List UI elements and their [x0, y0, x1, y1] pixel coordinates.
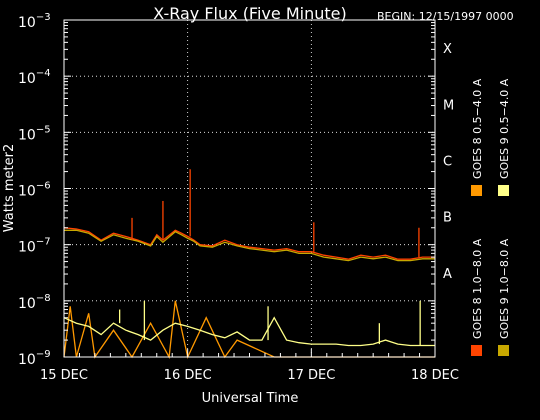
- legend-swatch: [471, 345, 482, 356]
- y-tick-label: 10−3: [18, 12, 51, 31]
- flare-class-label: B: [443, 211, 452, 226]
- series-line: [63, 316, 435, 347]
- y-axis-label: Watts meter2: [2, 144, 17, 232]
- legend-swatch: [498, 185, 509, 196]
- x-axis-label: Universal Time: [202, 391, 299, 406]
- plot-frame: [63, 19, 436, 358]
- chart-title: X-Ray Flux (Five Minute): [153, 4, 346, 23]
- legend-swatch: [498, 345, 509, 356]
- legend-label: GOES 8 0.5−4.0 A: [471, 78, 484, 179]
- x-tick-label: 15 DEC: [40, 368, 88, 383]
- begin-label: BEGIN: 12/15/1997 0000: [377, 10, 514, 23]
- y-tick-label: 10−5: [18, 124, 51, 143]
- flare-class-label: C: [443, 154, 452, 169]
- axes: 10−3 10−4 10−5 10−6 10−7 10−8 10−915 DEC 16 DEC…: [18, 12, 459, 383]
- x-tick-label: 17 DEC: [287, 368, 335, 383]
- series-line: [63, 227, 435, 260]
- y-tick-label: 10−7: [18, 237, 51, 256]
- series-layer: [63, 169, 435, 360]
- flare-class-label: M: [443, 98, 454, 113]
- legend-label: GOES 9 0.5−4.0 A: [498, 78, 511, 179]
- legend-label: GOES 8 1.0−8.0 A: [471, 238, 484, 339]
- x-tick-label: 16 DEC: [164, 368, 212, 383]
- legend-swatch: [471, 185, 482, 196]
- legend: GOES 8 1.0−8.0 A GOES 9 1.0−8.0 A GOES 8 0…: [471, 78, 511, 356]
- legend-label: GOES 9 1.0−8.0 A: [498, 238, 511, 339]
- y-tick-label: 10−6: [18, 181, 51, 200]
- grid: [64, 20, 435, 357]
- y-tick-label: 10−9: [18, 349, 51, 368]
- x-tick-label: 18 DEC: [411, 368, 459, 383]
- y-tick-label: 10−4: [18, 68, 51, 87]
- y-tick-label: 10−8: [18, 293, 51, 312]
- flare-class-label: X: [443, 42, 452, 57]
- flare-class-label: A: [443, 267, 452, 282]
